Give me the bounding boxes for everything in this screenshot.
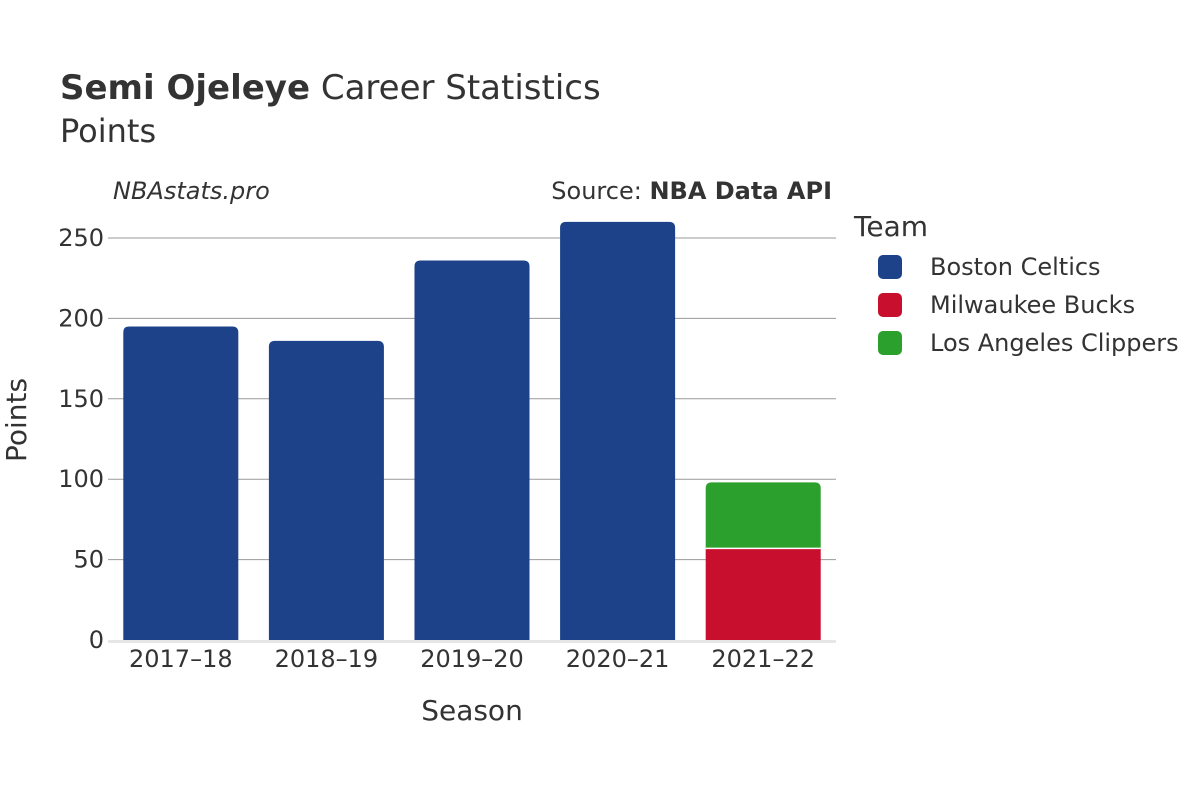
player-name: Semi Ojeleye: [60, 68, 311, 108]
bar-boston-celtics-2020–21[interactable]: [560, 221, 676, 641]
x-axis-title: Season: [421, 694, 523, 727]
legend-swatch: [878, 331, 902, 355]
x-tick-label: 2020–21: [566, 645, 670, 673]
y-tick-label: 150: [58, 385, 104, 413]
bar-boston-celtics-2019–20[interactable]: [414, 260, 530, 640]
bar-boston-celtics-2018–19[interactable]: [268, 340, 384, 640]
chart-title: Semi Ojeleye Career Statistics: [60, 68, 601, 108]
legend-item-boston-celtics[interactable]: Boston Celtics: [878, 253, 1101, 281]
bar-boston-celtics-2017–18[interactable]: [123, 326, 239, 640]
y-axis-title: Points: [0, 378, 33, 462]
legend-title: Team: [854, 210, 929, 243]
x-tick-label: 2021–22: [711, 645, 815, 673]
legend-label: Los Angeles Clippers: [930, 329, 1179, 357]
y-tick-label: 50: [73, 546, 104, 574]
title-rest: Career Statistics: [320, 68, 601, 108]
source-name: NBA Data API: [649, 177, 832, 205]
legend-label: Boston Celtics: [930, 253, 1101, 281]
source-credit: Source: NBA Data API: [551, 177, 832, 205]
legend-swatch: [878, 293, 902, 317]
bar-milwaukee-bucks-2021–22[interactable]: [705, 548, 821, 640]
x-tick-label: 2017–18: [129, 645, 233, 673]
x-tick-label: 2018–19: [275, 645, 379, 673]
legend-label: Milwaukee Bucks: [930, 291, 1136, 319]
legend-swatch: [878, 255, 902, 279]
watermark: NBAstats.pro: [113, 177, 270, 205]
legend-item-milwaukee-bucks[interactable]: Milwaukee Bucks: [878, 291, 1136, 319]
legend-item-los-angeles-clippers[interactable]: Los Angeles Clippers: [878, 329, 1179, 357]
y-tick-label: 250: [58, 224, 104, 252]
source-label: Source:: [551, 177, 642, 205]
chart-subtitle: Points: [60, 112, 157, 150]
bar-los-angeles-clippers-2021–22[interactable]: [705, 482, 821, 549]
x-tick-label: 2019–20: [420, 645, 524, 673]
y-tick-label: 200: [58, 304, 104, 332]
y-tick-label: 0: [89, 626, 104, 654]
y-tick-label: 100: [58, 465, 104, 493]
